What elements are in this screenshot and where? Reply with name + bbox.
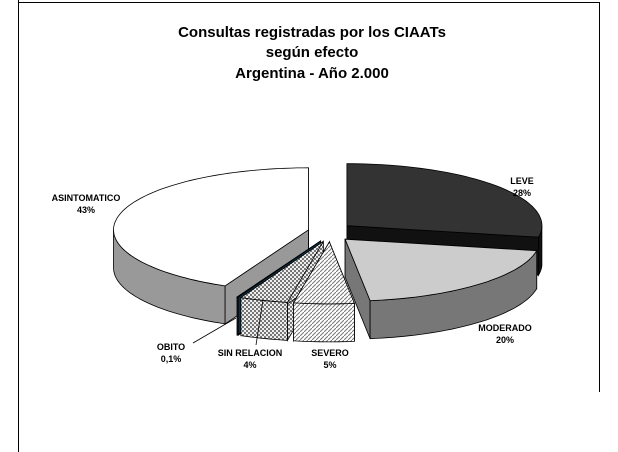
slice-wall [293, 302, 355, 343]
slice-label: OBITO [157, 342, 185, 352]
slice-label: MODERADO [478, 323, 532, 333]
slice [113, 167, 309, 287]
slice [346, 163, 543, 238]
chart-title: Consultas registradas por los CIAATs [178, 24, 446, 41]
slice-label: LEVE [510, 176, 534, 186]
slice-value-label: 28% [513, 188, 531, 198]
chart-title: según efecto [266, 44, 359, 61]
slice-label: ASINTOMATICO [52, 193, 121, 203]
pie [113, 163, 543, 343]
slice-label: SEVERO [311, 348, 349, 358]
slice-wall [236, 296, 239, 336]
chart-title: Argentina - Año 2.000 [235, 65, 389, 82]
labels: LEVE 28% MODERADO 20% SEVERO 5% SIN RELACION 4%… [52, 176, 534, 370]
slice [239, 241, 324, 303]
frame [18, 0, 600, 452]
slice [236, 240, 321, 298]
leader-line [255, 299, 264, 346]
slice-value-label: 4% [243, 360, 256, 370]
slice-value-label: 20% [496, 335, 514, 345]
slice-wall [240, 297, 288, 341]
slice [292, 240, 355, 305]
slice-label: SIN RELACION [218, 348, 283, 358]
slice-value-label: 5% [323, 360, 336, 370]
slice [344, 238, 538, 302]
slice-value-label: 43% [77, 205, 95, 215]
slice-value-label: 0,1% [161, 354, 182, 364]
leader-line [192, 317, 237, 344]
